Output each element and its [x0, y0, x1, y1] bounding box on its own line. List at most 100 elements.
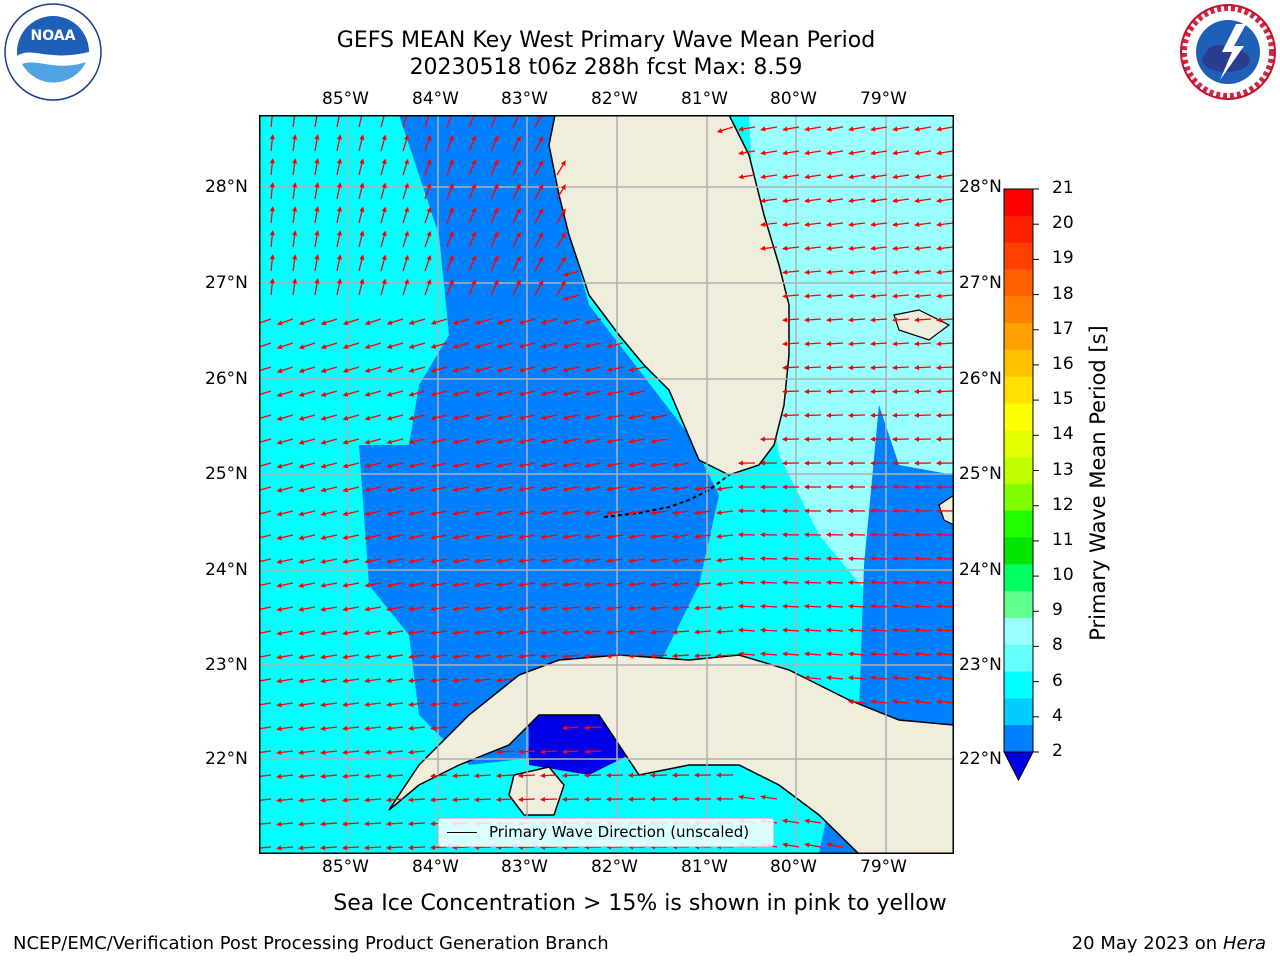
- wave-direction-arrow: [672, 486, 690, 492]
- wave-direction-arrow: [259, 726, 272, 732]
- wave-direction-arrow: [847, 555, 866, 562]
- wave-direction-arrow: [738, 794, 756, 800]
- wave-direction-arrow: [518, 486, 536, 492]
- wave-direction-arrow: [781, 627, 800, 633]
- wave-direction-arrow: [869, 579, 888, 586]
- wave-direction-arrow: [364, 773, 382, 779]
- wave-direction-arrow: [474, 414, 492, 421]
- wave-direction-arrow: [935, 603, 954, 609]
- wave-direction-arrow: [803, 317, 822, 323]
- wave-direction-arrow: [259, 558, 272, 565]
- wave-direction-arrow: [408, 342, 426, 349]
- wave-direction-arrow: [259, 678, 272, 684]
- wave-direction-arrow: [628, 414, 646, 420]
- wave-direction-arrow: [496, 486, 514, 492]
- wave-direction-arrow: [936, 699, 954, 705]
- wave-direction-arrow: [512, 159, 521, 176]
- wave-direction-arrow: [259, 630, 272, 636]
- wave-direction-arrow: [276, 797, 294, 803]
- colorbar-tick-label: 15: [1052, 389, 1074, 410]
- wave-direction-arrow: [276, 486, 294, 493]
- wave-direction-arrow: [452, 486, 470, 492]
- wave-direction-arrow: [562, 366, 580, 373]
- wave-direction-arrow: [364, 510, 382, 517]
- wave-direction-arrow: [408, 318, 426, 325]
- wave-direction-arrow: [825, 412, 844, 418]
- wave-direction-arrow: [913, 365, 932, 371]
- wave-direction-arrow: [451, 797, 470, 803]
- wave-direction-arrow: [259, 845, 272, 851]
- wave-direction-arrow: [782, 150, 800, 156]
- wave-direction-arrow: [386, 582, 404, 588]
- wave-direction-arrow: [517, 773, 536, 779]
- wave-direction-arrow: [760, 221, 778, 228]
- wave-direction-arrow: [892, 198, 910, 204]
- wave-direction-arrow: [292, 182, 298, 200]
- wave-direction-arrow: [540, 534, 558, 540]
- wave-direction-arrow: [385, 797, 404, 803]
- wave-direction-arrow: [408, 366, 426, 373]
- wave-direction-arrow: [474, 653, 492, 660]
- wave-direction-arrow: [408, 558, 426, 564]
- wave-direction-arrow: [474, 534, 492, 540]
- colorbar-band: [1004, 725, 1033, 753]
- wave-direction-arrow: [672, 462, 690, 468]
- wave-direction-arrow: [298, 654, 316, 660]
- wave-direction-arrow: [402, 182, 410, 200]
- wave-direction-arrow: [473, 797, 492, 803]
- wave-direction-arrow: [386, 486, 404, 493]
- wave-direction-arrow: [913, 317, 932, 323]
- wave-direction-arrow: [826, 198, 844, 204]
- wave-direction-arrow: [650, 605, 668, 611]
- wave-direction-arrow: [430, 342, 448, 349]
- wave-direction-arrow: [518, 414, 536, 421]
- wave-direction-arrow: [540, 438, 558, 444]
- wave-direction-arrow: [628, 605, 646, 611]
- wave-direction-arrow: [606, 605, 624, 611]
- wave-direction-arrow: [914, 651, 932, 657]
- wave-direction-arrow: [518, 629, 536, 636]
- lon-label-bottom-82w: 82°W: [591, 857, 638, 877]
- lon-label-bottom-83w: 83°W: [501, 857, 548, 877]
- wave-direction-arrow: [474, 510, 492, 516]
- wave-direction-arrow: [848, 198, 866, 204]
- wave-direction-arrow: [869, 317, 888, 323]
- wave-direction-arrow: [364, 366, 382, 373]
- wave-direction-arrow: [512, 255, 521, 272]
- wave-direction-arrow: [468, 207, 477, 224]
- wave-direction-arrow: [914, 126, 932, 132]
- wave-direction-arrow: [562, 510, 580, 516]
- wave-direction-arrow: [518, 366, 536, 373]
- wave-direction-arrow: [320, 606, 338, 612]
- wave-direction-arrow: [496, 582, 514, 588]
- colorbar-band: [1004, 617, 1033, 646]
- wave-direction-arrow: [342, 462, 360, 469]
- wave-direction-arrow: [584, 390, 602, 397]
- wave-direction-arrow: [606, 629, 624, 635]
- wave-direction-arrow: [298, 462, 316, 469]
- wave-direction-arrow: [870, 699, 888, 705]
- wave-direction-arrow: [870, 198, 888, 204]
- wave-direction-arrow: [561, 749, 580, 755]
- wave-direction-arrow: [650, 629, 668, 635]
- wave-direction-arrow: [562, 653, 580, 659]
- wave-direction-arrow: [364, 486, 382, 493]
- wave-direction-arrow: [848, 126, 866, 132]
- wave-direction-arrow: [562, 318, 580, 325]
- wave-direction-arrow: [584, 558, 602, 564]
- wave-direction-arrow: [496, 677, 514, 683]
- wave-direction-arrow: [495, 749, 514, 755]
- wave-direction-arrow: [320, 438, 338, 445]
- wave-direction-arrow: [336, 230, 342, 248]
- wave-direction-arrow: [259, 821, 272, 827]
- colorbar-band: [1004, 510, 1033, 539]
- wave-direction-arrow: [292, 254, 298, 272]
- wave-direction-arrow: [694, 486, 712, 492]
- lat-label-left-23n: 23°N: [205, 655, 248, 675]
- wave-direction-arrow: [358, 115, 365, 128]
- wave-direction-arrow: [650, 438, 668, 444]
- wave-direction-arrow: [402, 278, 410, 296]
- lat-label-left-22n: 22°N: [205, 749, 248, 769]
- wave-direction-arrow: [913, 579, 932, 586]
- map-frame: [259, 115, 954, 854]
